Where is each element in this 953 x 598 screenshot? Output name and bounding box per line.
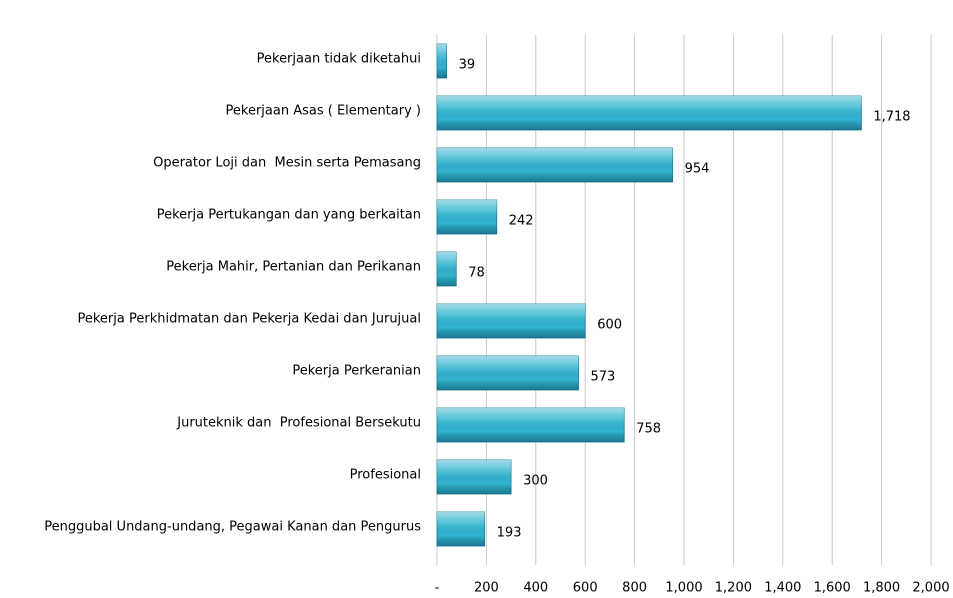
- bar: [436, 147, 674, 183]
- bar: [436, 303, 586, 339]
- bar: [436, 251, 457, 287]
- x-tick-label: 1,400: [764, 581, 801, 596]
- x-tick-label: 1,000: [665, 581, 702, 596]
- data-label: 600: [597, 318, 622, 333]
- bar: [436, 355, 579, 391]
- data-label: 573: [591, 370, 616, 385]
- y-tick-label: Pekerjaan Asas ( Elementary ): [226, 104, 421, 119]
- y-tick-label: Operator Loji dan Mesin serta Pemasang: [153, 156, 421, 171]
- x-tick-label: 1,600: [814, 581, 851, 596]
- data-label: 78: [468, 266, 485, 281]
- y-tick-label: Pekerjaan tidak diketahui: [257, 52, 421, 67]
- data-label: 954: [685, 162, 710, 177]
- data-label: 39: [459, 58, 476, 73]
- x-tick-label: 1,200: [715, 581, 752, 596]
- data-label: 300: [523, 474, 548, 489]
- bar: [436, 459, 512, 495]
- bar: [436, 511, 486, 547]
- data-label: 242: [509, 214, 534, 229]
- x-tick-label: -: [435, 581, 440, 596]
- bar: [436, 95, 862, 131]
- x-tick-label: 200: [474, 581, 499, 596]
- x-tick-label: 400: [523, 581, 548, 596]
- y-tick-label: Profesional: [350, 468, 421, 483]
- data-label: 193: [497, 526, 522, 541]
- y-tick-label: Juruteknik dan Profesional Bersekutu: [176, 416, 421, 431]
- y-tick-label: Pekerja Perkhidmatan dan Pekerja Kedai d…: [77, 312, 421, 327]
- x-tick-label: 600: [573, 581, 598, 596]
- bar: [436, 407, 625, 443]
- x-tick-label: 800: [622, 581, 647, 596]
- data-label: 758: [636, 422, 661, 437]
- bar: [436, 199, 498, 235]
- y-tick-label: Pekerja Mahir, Pertanian dan Perikanan: [166, 260, 421, 275]
- y-tick-label: Pekerja Perkeranian: [292, 364, 421, 379]
- bar: [436, 43, 448, 79]
- y-tick-label: Pekerja Pertukangan dan yang berkaitan: [157, 208, 421, 223]
- x-tick-label: 1,800: [863, 581, 900, 596]
- data-label: 1,718: [873, 110, 910, 125]
- x-tick-label: 2,000: [912, 581, 949, 596]
- y-tick-label: Penggubal Undang-undang, Pegawai Kanan d…: [44, 520, 421, 535]
